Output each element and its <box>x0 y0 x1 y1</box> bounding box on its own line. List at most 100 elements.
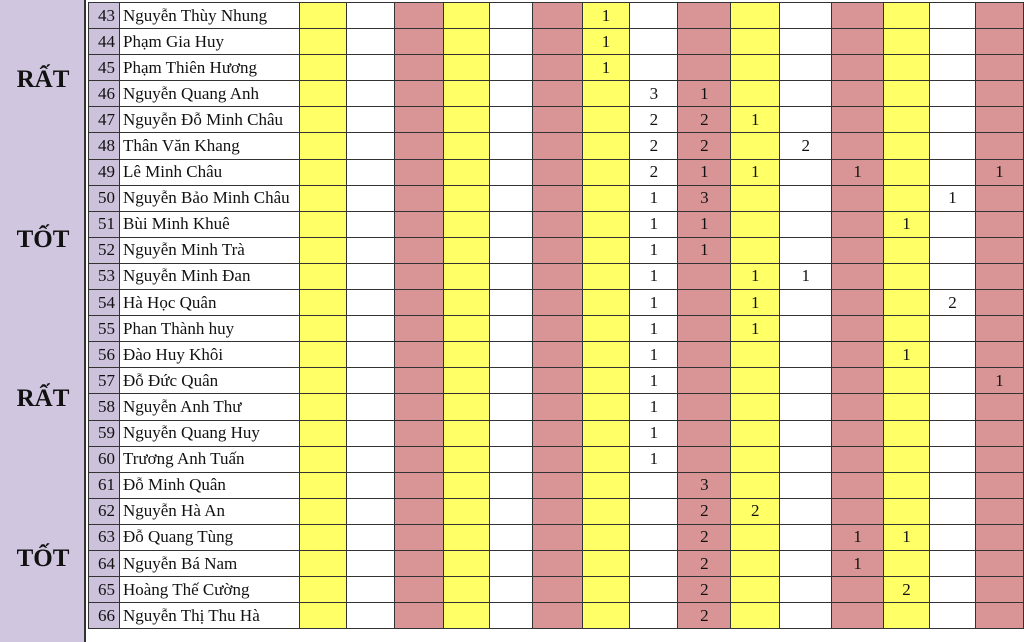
score-cell <box>929 315 976 343</box>
score-cell <box>730 80 781 108</box>
score-cell <box>883 393 931 421</box>
score-cell <box>779 184 833 212</box>
table-row: 43 Nguyễn Thùy Nhung 1 <box>88 1 1024 30</box>
score-cell <box>345 54 395 82</box>
score-cell <box>581 445 631 473</box>
group-label-column: RẤT TỐT RẤT TỐT <box>0 0 86 642</box>
score-cell <box>629 28 679 56</box>
score-cell <box>831 471 885 499</box>
score-cell <box>442 549 490 578</box>
student-name: Đỗ Đức Quân <box>118 367 300 395</box>
score-cell <box>883 106 931 134</box>
score-cell <box>298 549 347 578</box>
score-cell <box>730 210 781 238</box>
table-row: 49 Lê Minh Châu 2 1 1 1 1 <box>88 158 1024 186</box>
score-cell <box>488 341 533 369</box>
score-cell <box>345 576 395 604</box>
student-name: Nguyễn Hà An <box>118 497 300 525</box>
score-cell <box>488 80 533 108</box>
score-cell <box>298 80 347 108</box>
score-cell <box>629 523 679 551</box>
score-cell <box>442 393 490 421</box>
score-cell <box>974 523 1024 551</box>
score-cell <box>677 262 732 291</box>
score-cell <box>531 80 583 108</box>
score-cell <box>974 289 1024 317</box>
score-cell <box>488 106 533 134</box>
score-cell <box>442 419 490 447</box>
score-cell <box>581 471 631 499</box>
score-cell <box>298 1 347 30</box>
score-cell <box>629 471 679 499</box>
score-cell <box>393 184 444 212</box>
student-name: Nguyễn Anh Thư <box>118 393 300 421</box>
score-cell <box>929 419 976 447</box>
table-row: 51 Bùi Minh Khuê 1 1 1 <box>88 210 1024 238</box>
row-number: 61 <box>88 471 120 499</box>
student-name: Nguyễn Minh Trà <box>118 236 300 264</box>
score-cell <box>831 106 885 134</box>
score-cell <box>831 602 885 630</box>
score-cell <box>345 289 395 317</box>
score-cell <box>730 28 781 56</box>
score-cell: 2 <box>677 602 732 630</box>
row-number: 50 <box>88 184 120 212</box>
score-cell <box>929 236 976 264</box>
score-cell <box>393 1 444 30</box>
score-cell <box>488 497 533 525</box>
score-cell <box>345 602 395 630</box>
score-cell: 1 <box>730 106 781 134</box>
score-cell <box>393 106 444 134</box>
score-cell <box>929 497 976 525</box>
row-number: 44 <box>88 28 120 56</box>
score-cell <box>345 419 395 447</box>
score-cell <box>730 184 781 212</box>
score-cell <box>779 289 833 317</box>
score-cell <box>442 341 490 369</box>
score-cell <box>677 1 732 30</box>
score-cell <box>831 28 885 56</box>
score-cell <box>883 54 931 82</box>
score-cell: 1 <box>730 315 781 343</box>
score-cell <box>393 523 444 551</box>
score-cell: 1 <box>677 158 732 186</box>
student-name: Nguyễn Đỗ Minh Châu <box>118 106 300 134</box>
score-cell <box>393 445 444 473</box>
score-cell <box>883 158 931 186</box>
score-cell <box>393 576 444 604</box>
score-cell <box>531 1 583 30</box>
score-cell <box>298 576 347 604</box>
score-cell <box>883 445 931 473</box>
student-name: Bùi Minh Khuê <box>118 210 300 238</box>
student-name: Hà Học Quân <box>118 289 300 317</box>
row-number: 59 <box>88 419 120 447</box>
score-cell <box>730 236 781 264</box>
score-cell: 2 <box>929 289 976 317</box>
score-cell <box>345 367 395 395</box>
score-cell <box>929 210 976 238</box>
score-cell <box>488 1 533 30</box>
score-cell <box>442 523 490 551</box>
table-row: 64 Nguyễn Bá Nam 2 1 <box>88 549 1024 578</box>
row-number: 55 <box>88 315 120 343</box>
score-cell <box>831 236 885 264</box>
score-cell <box>581 106 631 134</box>
score-cell <box>488 236 533 264</box>
score-cell <box>442 445 490 473</box>
score-cell <box>298 106 347 134</box>
score-cell: 2 <box>883 576 931 604</box>
score-cell: 2 <box>677 576 732 604</box>
row-number: 58 <box>88 393 120 421</box>
score-cell <box>883 184 931 212</box>
group-label: TỐT <box>16 545 70 572</box>
score-cell <box>393 549 444 578</box>
row-number: 49 <box>88 158 120 186</box>
score-cell <box>298 523 347 551</box>
score-cell <box>488 315 533 343</box>
score-cell <box>929 158 976 186</box>
score-cell <box>393 28 444 56</box>
score-cell <box>488 549 533 578</box>
score-cell: 1 <box>929 184 976 212</box>
score-cell <box>442 132 490 160</box>
score-cell <box>677 367 732 395</box>
